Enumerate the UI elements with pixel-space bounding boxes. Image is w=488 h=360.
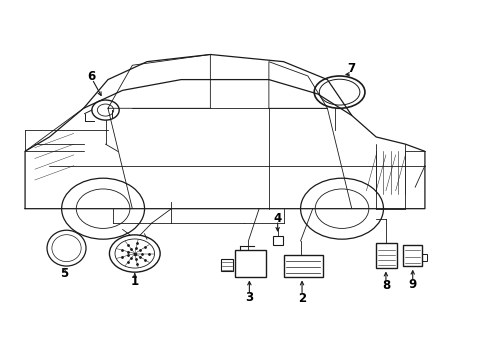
Bar: [421, 254, 427, 261]
Bar: [402, 244, 421, 266]
Text: 7: 7: [347, 62, 355, 75]
Text: 6: 6: [86, 69, 95, 82]
Text: 9: 9: [408, 278, 416, 291]
Text: 5: 5: [60, 267, 68, 280]
Text: 8: 8: [381, 279, 389, 292]
Text: 3: 3: [245, 291, 253, 304]
Text: 2: 2: [297, 292, 305, 305]
Text: 4: 4: [273, 212, 281, 225]
Bar: [234, 250, 266, 277]
Bar: [272, 235, 282, 244]
Bar: [221, 259, 233, 271]
Text: 1: 1: [130, 275, 139, 288]
Bar: [283, 255, 322, 277]
Bar: [375, 243, 396, 268]
